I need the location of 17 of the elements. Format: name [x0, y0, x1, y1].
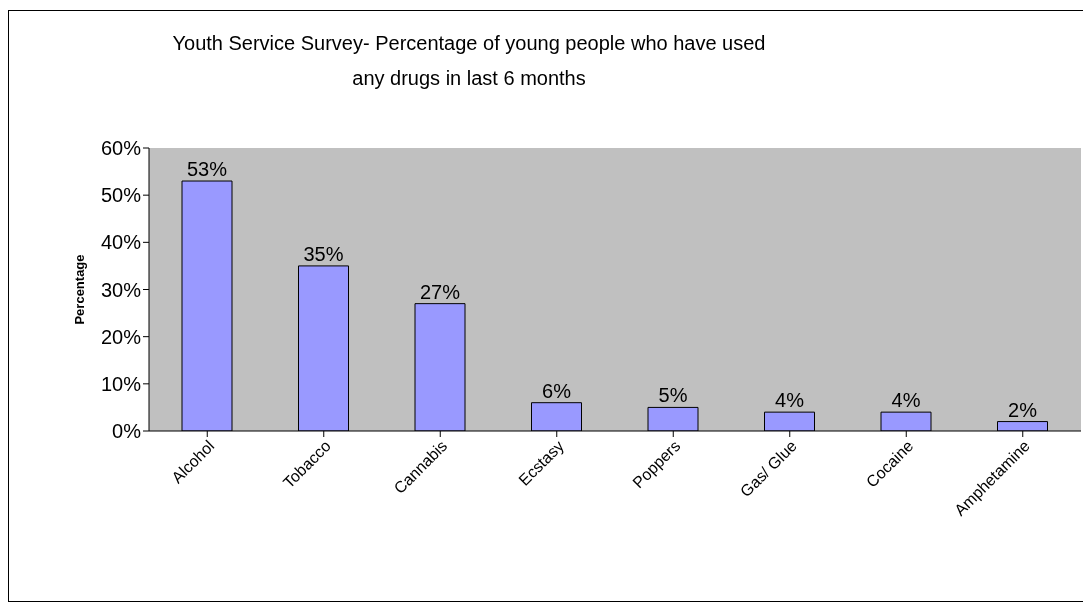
- data-label: 2%: [1008, 398, 1038, 421]
- y-axis-title: Percentage: [71, 254, 87, 325]
- y-tick-label: 10%: [100, 372, 142, 395]
- chart-title: Youth Service Survey- Percentage of young people who have used any drugs in last 6 months: [171, 31, 767, 91]
- data-label: 5%: [658, 384, 688, 407]
- data-label: 53%: [186, 158, 228, 181]
- data-label: 4%: [775, 389, 805, 412]
- data-label: 35%: [303, 242, 344, 265]
- y-tick-label: 20%: [100, 325, 142, 348]
- data-label: 27%: [419, 280, 461, 303]
- data-label: 4%: [891, 389, 921, 412]
- y-tick-label: 60%: [100, 137, 142, 160]
- y-tick-label: 0%: [112, 420, 142, 443]
- y-tick-label: 50%: [100, 184, 142, 207]
- y-tick-label: 30%: [100, 278, 142, 301]
- y-tick-label: 40%: [100, 231, 142, 254]
- data-label: 6%: [542, 379, 572, 402]
